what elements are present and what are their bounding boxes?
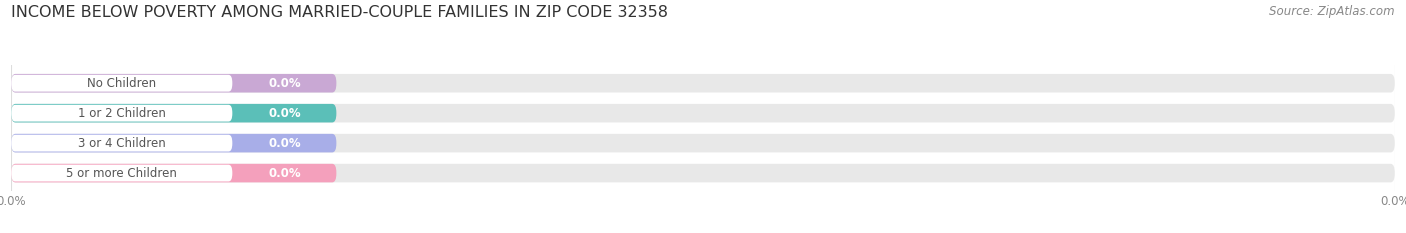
FancyBboxPatch shape [11, 134, 336, 152]
FancyBboxPatch shape [11, 104, 1395, 123]
FancyBboxPatch shape [11, 165, 232, 182]
FancyBboxPatch shape [11, 74, 336, 93]
FancyBboxPatch shape [11, 74, 1395, 93]
FancyBboxPatch shape [11, 134, 1395, 152]
Text: 3 or 4 Children: 3 or 4 Children [77, 137, 166, 150]
FancyBboxPatch shape [11, 75, 232, 92]
Text: 0.0%: 0.0% [269, 107, 301, 120]
Text: 0.0%: 0.0% [269, 137, 301, 150]
FancyBboxPatch shape [11, 105, 232, 122]
Text: No Children: No Children [87, 77, 156, 90]
Text: 0.0%: 0.0% [269, 77, 301, 90]
Text: 5 or more Children: 5 or more Children [66, 167, 177, 180]
FancyBboxPatch shape [11, 164, 1395, 182]
FancyBboxPatch shape [11, 104, 336, 123]
Text: INCOME BELOW POVERTY AMONG MARRIED-COUPLE FAMILIES IN ZIP CODE 32358: INCOME BELOW POVERTY AMONG MARRIED-COUPL… [11, 5, 668, 20]
FancyBboxPatch shape [11, 135, 232, 151]
Text: 1 or 2 Children: 1 or 2 Children [77, 107, 166, 120]
FancyBboxPatch shape [11, 164, 336, 182]
Text: 0.0%: 0.0% [269, 167, 301, 180]
Text: Source: ZipAtlas.com: Source: ZipAtlas.com [1270, 5, 1395, 18]
